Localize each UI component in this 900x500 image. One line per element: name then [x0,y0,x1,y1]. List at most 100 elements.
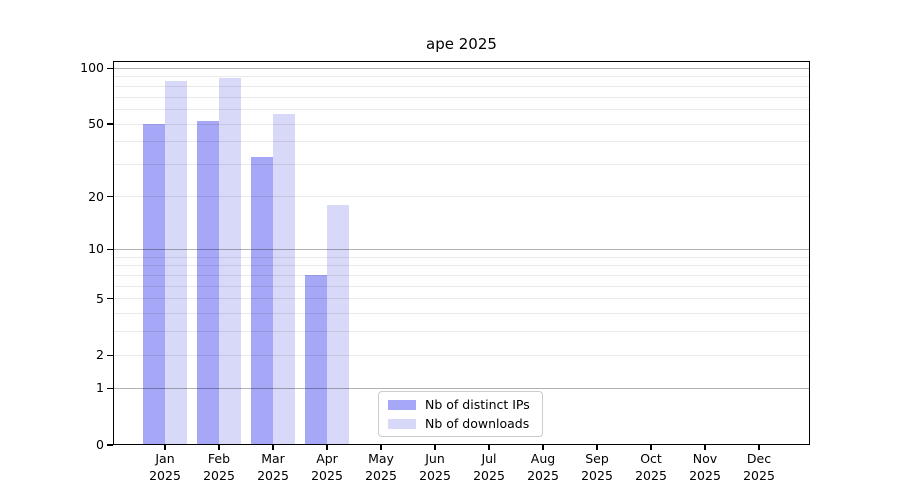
bar-distinct-ips [251,157,273,445]
x-tick-month: Sep [585,451,609,466]
minor-gridline [114,141,809,143]
bar-downloads [327,204,349,445]
y-tick-label: 20 [88,188,104,204]
x-tick-month: Mar [261,451,285,466]
x-tick-month: Nov [692,451,718,466]
x-tick-month: Apr [316,451,338,466]
x-tick-month: Aug [530,451,556,466]
x-tick [542,445,544,450]
major-gridline [114,387,809,389]
y-tick-label: 10 [88,241,104,257]
x-tick-label: Sep 2025 [569,451,625,484]
y-tick-label: 2 [96,347,104,363]
minor-gridline [114,331,809,333]
x-tick [650,445,652,450]
x-tick-year: 2025 [689,467,721,483]
x-tick [218,445,220,450]
x-tick-label: Jun 2025 [407,451,463,484]
minor-gridline [114,274,809,276]
y-tick [107,67,113,70]
y-tick-label: 0 [96,437,104,452]
minor-gridline [114,298,809,300]
x-tick-label: Apr 2025 [299,451,355,484]
y-tick [107,354,113,356]
x-tick-month: Jun [425,451,445,466]
major-gridline [114,248,809,250]
minor-gridline [114,285,809,287]
x-tick-year: 2025 [473,467,505,483]
major-gridline [114,67,809,69]
x-tick-label: Mar 2025 [245,451,301,484]
x-tick-year: 2025 [311,467,343,483]
y-tick [107,248,113,250]
x-tick-month: Jan [155,451,175,466]
minor-gridline [114,96,809,98]
x-tick-year: 2025 [527,467,559,483]
x-tick [164,445,166,450]
minor-gridline [114,164,809,166]
x-tick-year: 2025 [203,467,235,483]
x-tick-year: 2025 [635,467,667,483]
x-tick-month: Dec [746,451,772,466]
x-tick [434,445,436,450]
x-tick [326,445,328,450]
bar-downloads [273,113,295,445]
minor-gridline [114,196,809,198]
legend-swatch-downloads [388,418,416,429]
x-tick-month: May [368,451,394,466]
bar-distinct-ips [305,275,327,445]
x-tick-label: Nov 2025 [677,451,733,484]
bar-downloads [219,77,241,445]
x-tick-year: 2025 [365,467,397,483]
legend-label-downloads: Nb of downloads [425,416,530,431]
x-tick-month: Oct [640,451,662,466]
x-tick-label: Dec 2025 [731,451,787,484]
y-tick [107,444,113,446]
x-tick [758,445,760,450]
x-tick [272,445,274,450]
x-tick-year: 2025 [257,467,289,483]
legend-label-distinct-ips: Nb of distinct IPs [425,397,530,412]
chart-title: ape 2025 [426,35,497,53]
minor-gridline [114,85,809,87]
x-tick-year: 2025 [149,467,181,483]
x-tick-month: Feb [207,451,231,466]
y-tick-label: 1 [96,380,104,396]
bar-distinct-ips [197,121,219,445]
x-tick-year: 2025 [743,467,775,483]
minor-gridline [114,354,809,356]
x-tick [488,445,490,450]
x-tick [704,445,706,450]
x-tick-label: Jan 2025 [137,451,193,484]
minor-gridline [114,109,809,111]
minor-gridline [114,123,809,125]
legend: Nb of distinct IPs Nb of downloads [378,391,543,437]
y-tick [107,195,113,198]
x-tick-label: Jul 2025 [461,451,517,484]
minor-gridline [114,313,809,315]
legend-swatch-distinct-ips [388,399,416,410]
x-tick-label: Feb 2025 [191,451,247,484]
x-tick-label: Oct 2025 [623,451,679,484]
x-tick-month: Jul [481,451,497,466]
x-tick [596,445,598,450]
minor-gridline [114,265,809,267]
legend-entry-downloads: Nb of downloads [388,416,542,431]
legend-entry-distinct-ips: Nb of distinct IPs [388,397,542,412]
x-tick-year: 2025 [581,467,613,483]
minor-gridline [114,256,809,258]
bar-distinct-ips [143,124,165,445]
y-tick-label: 5 [96,290,104,306]
x-tick-label: Aug 2025 [515,451,571,484]
x-tick-year: 2025 [419,467,451,483]
y-tick [107,387,113,390]
y-tick [107,123,113,125]
x-tick [380,445,382,450]
x-tick-label: May 2025 [353,451,409,484]
y-tick-label: 100 [80,60,104,76]
y-tick-label: 50 [88,116,104,132]
y-tick [107,298,113,300]
minor-gridline [114,76,809,78]
bar-downloads [165,80,187,445]
